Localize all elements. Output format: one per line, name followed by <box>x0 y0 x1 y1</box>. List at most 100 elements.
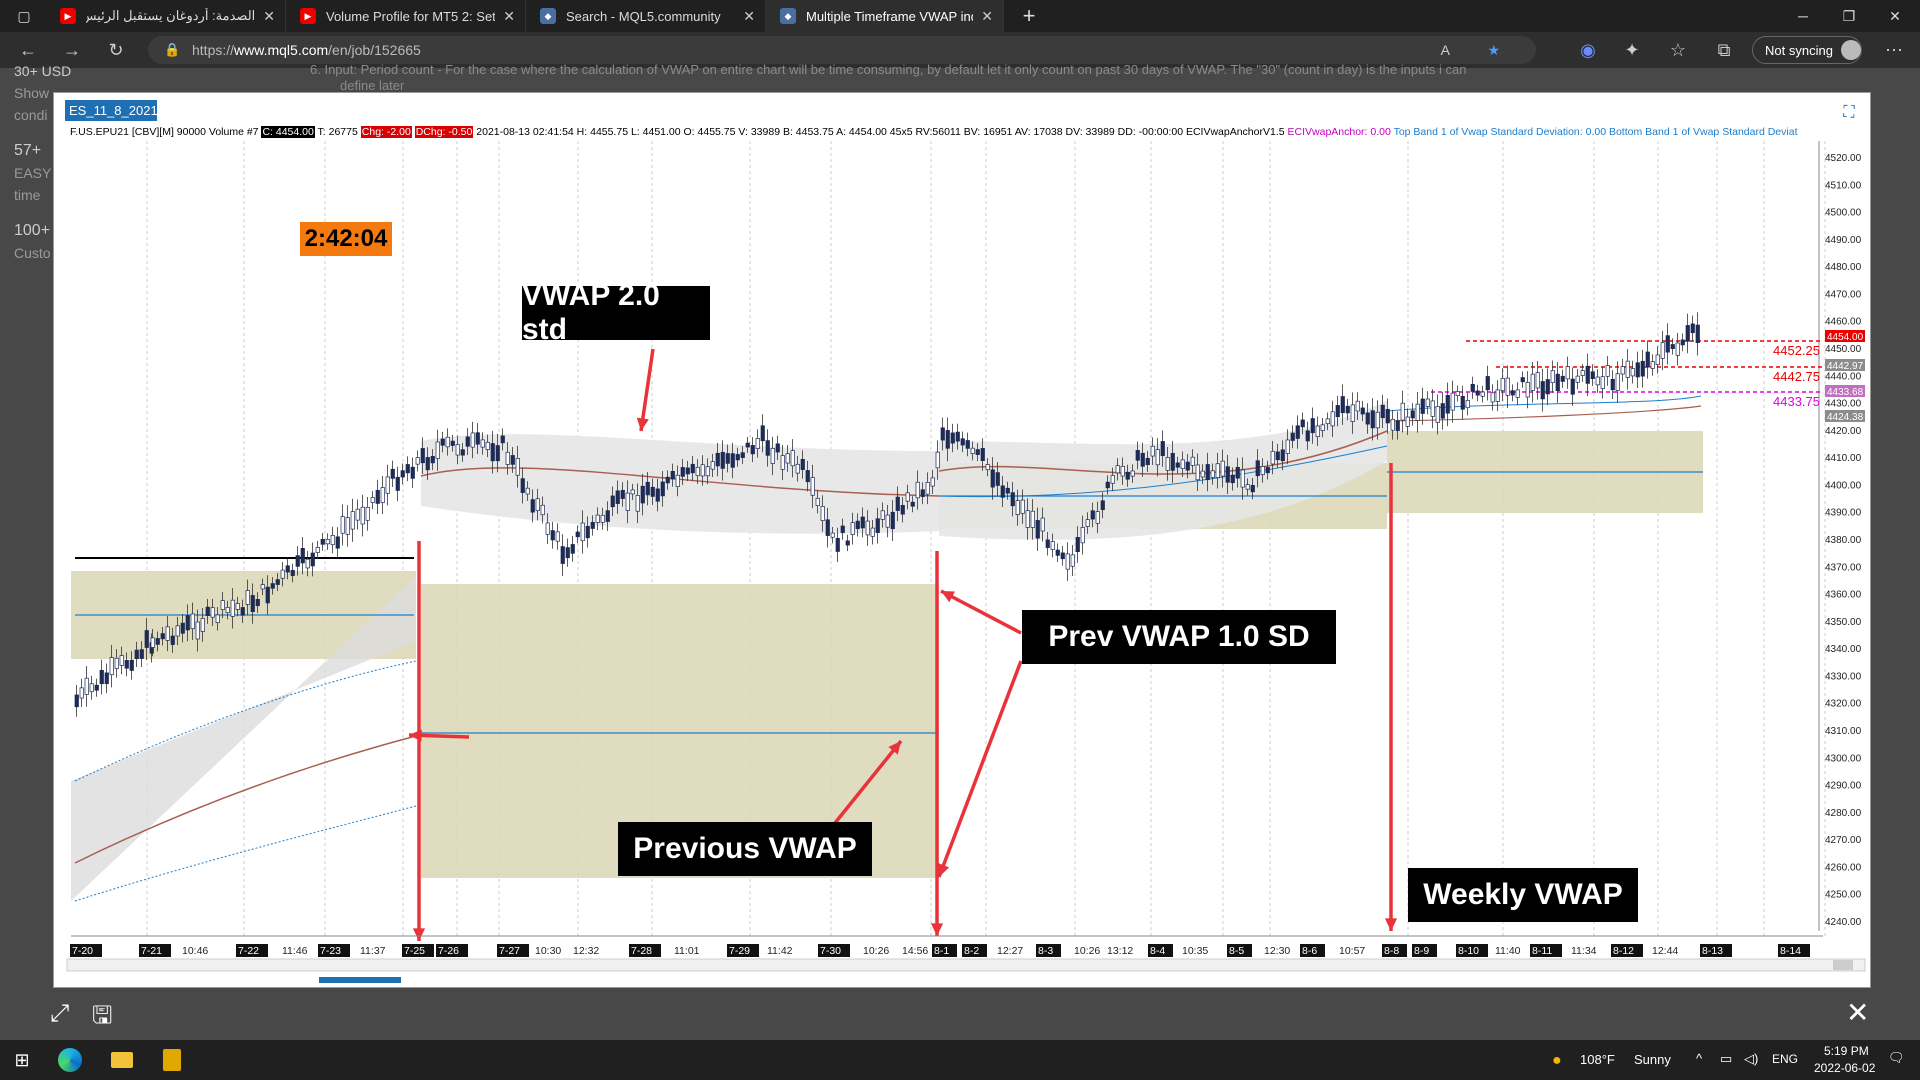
fullscreen-chart-icon[interactable]: ⛶ <box>1843 104 1855 121</box>
candle-body <box>109 657 114 676</box>
save-icon[interactable]: 🖫 <box>92 1002 113 1029</box>
candle-body <box>555 531 560 542</box>
favorites-icon[interactable]: ☆ <box>1669 39 1687 60</box>
candle-body <box>1120 466 1125 477</box>
candle-body <box>1470 383 1475 392</box>
close-tab-icon[interactable]: ✕ <box>743 7 755 24</box>
candle-body <box>940 427 945 441</box>
candle-body <box>875 518 880 533</box>
mql5-icon: ◆ <box>780 8 796 24</box>
candle-body <box>1055 549 1060 556</box>
candle-body <box>995 472 1000 486</box>
extensions-puzzle-icon[interactable]: ✦ <box>1624 39 1640 60</box>
candle-body <box>1430 400 1435 417</box>
read-aloud-icon[interactable]: A <box>1440 42 1450 58</box>
candle-body <box>835 537 840 552</box>
candle-body <box>195 621 200 640</box>
candle-body <box>975 449 980 455</box>
refresh-icon[interactable]: ↻ <box>108 39 124 60</box>
forward-icon[interactable]: → <box>63 39 81 60</box>
tab-3[interactable]: ◆ Search - MQL5.community ✕ <box>526 0 766 32</box>
close-tab-icon[interactable]: ✕ <box>981 7 993 24</box>
x-tick-label: 12:32 <box>573 945 599 957</box>
candle-body <box>1220 460 1225 477</box>
extension-icon[interactable]: ◉ <box>1580 39 1596 60</box>
clock-time[interactable]: 5:19 PM <box>1824 1044 1869 1058</box>
candle-body <box>665 476 670 484</box>
level-tag-bg <box>1825 410 1865 422</box>
notification-icon[interactable]: 🗨 <box>1888 1050 1905 1065</box>
close-viewer-icon[interactable]: ✕ <box>1846 997 1870 1028</box>
candle-body <box>129 659 134 671</box>
candle-body <box>1015 500 1020 515</box>
candle-body <box>1145 457 1150 466</box>
price-level-label: 4442.75 <box>1773 369 1820 384</box>
mql5-icon: ◆ <box>540 8 556 24</box>
chevron-up-icon[interactable]: ^ <box>1696 1051 1703 1066</box>
weather-desc[interactable]: Sunny <box>1634 1052 1671 1067</box>
app-icon[interactable] <box>154 1044 190 1076</box>
file-explorer-icon[interactable] <box>104 1044 140 1076</box>
candle-body <box>1270 450 1275 465</box>
network-icon[interactable]: ▭ <box>1720 1051 1733 1066</box>
candle-body <box>1455 391 1460 396</box>
restore-icon[interactable]: ❐ <box>1842 7 1856 24</box>
candle-body <box>1005 487 1010 494</box>
candle-body <box>960 438 965 446</box>
tab-4[interactable]: ◆ Multiple Timeframe VWAP indica ✕ <box>766 0 1004 32</box>
candle-body <box>1325 418 1330 425</box>
candle-body <box>175 625 180 637</box>
candle-body <box>1590 371 1595 380</box>
windows-start-icon[interactable]: ⊞ <box>14 1049 30 1070</box>
chart-scrollbar <box>66 958 1866 972</box>
x-tick-label: 12:30 <box>1264 945 1290 957</box>
candle-body <box>755 437 760 449</box>
clock-date[interactable]: 2022-06-02 <box>1814 1061 1876 1075</box>
tab-2[interactable]: ▶ Volume Profile for MT5 2: Setting ✕ <box>286 0 526 32</box>
candle-body <box>119 655 124 666</box>
candle-body <box>685 467 690 475</box>
edge-icon[interactable] <box>52 1044 88 1076</box>
sync-label: Not syncing <box>1765 42 1833 58</box>
candle-body <box>850 522 855 535</box>
url-input[interactable]: 🔒 https://www.mql5.com/en/job/152665 A ★ <box>148 36 1536 64</box>
x-tick-label: 10:26 <box>1074 945 1100 957</box>
countdown-timer: 2:42:04 <box>300 222 392 256</box>
candle-body <box>315 547 320 553</box>
candle-body <box>205 606 210 617</box>
candle-body <box>675 474 680 487</box>
weather-temp[interactable]: 108°F <box>1580 1052 1615 1067</box>
y-tick-label: 4380.00 <box>1825 535 1862 546</box>
y-tick-label: 4270.00 <box>1825 835 1862 846</box>
x-tick-label: 7-28 <box>631 945 652 957</box>
candle-body <box>1045 539 1050 548</box>
expand-icon[interactable]: ⤢ <box>50 1000 70 1027</box>
candle-body <box>375 489 380 504</box>
language-indicator[interactable]: ENG <box>1772 1052 1799 1066</box>
tab-actions-icon[interactable]: ▢ <box>17 7 31 24</box>
close-value: C: 4454.00 <box>261 126 315 138</box>
candle-body <box>830 532 835 538</box>
candle-body <box>610 495 615 508</box>
candle-body <box>1315 425 1320 438</box>
back-icon[interactable]: ← <box>19 39 37 60</box>
close-tab-icon[interactable]: ✕ <box>263 7 275 24</box>
vwap-line <box>420 467 940 497</box>
close-window-icon[interactable]: ✕ <box>1889 7 1901 24</box>
volume-icon[interactable]: ◁) <box>1744 1051 1759 1066</box>
candle-body <box>495 445 500 462</box>
tab-1[interactable]: ▶ الصدمة: أردوغان يستقبل الرئيس الإ ✕ <box>46 0 286 32</box>
new-tab-icon[interactable]: + <box>1022 3 1036 28</box>
candle-body <box>1190 456 1195 466</box>
candle-body <box>490 443 495 462</box>
sync-button[interactable]: Not syncing <box>1752 36 1862 64</box>
close-tab-icon[interactable]: ✕ <box>503 7 515 24</box>
x-tick-box <box>932 944 957 957</box>
red-arrowhead <box>1384 918 1398 931</box>
x-tick-box <box>1036 944 1061 957</box>
minimize-icon[interactable]: ─ <box>1798 8 1808 24</box>
red-arrowhead <box>412 928 426 941</box>
favorite-star-icon[interactable]: ★ <box>1487 42 1500 58</box>
collections-icon[interactable]: ⧉ <box>1717 39 1731 60</box>
more-menu-icon[interactable]: ⋯ <box>1885 39 1903 60</box>
